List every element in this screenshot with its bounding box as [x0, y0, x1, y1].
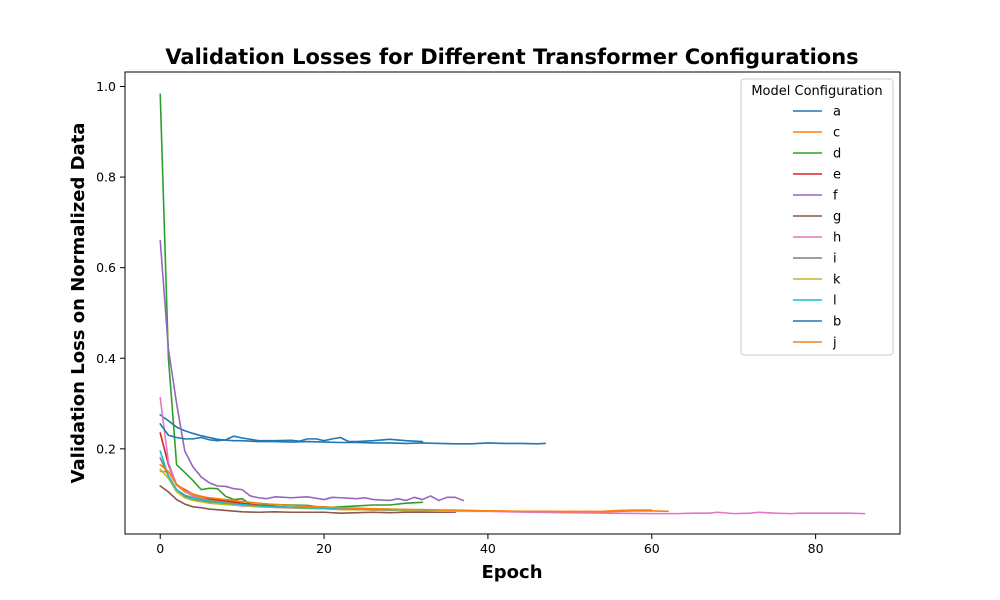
legend-title: Model Configuration [751, 84, 882, 99]
legend-label-l: l [833, 294, 837, 309]
chart-title: Validation Losses for Different Transfor… [165, 45, 858, 69]
y-tick-label: 0.6 [96, 260, 116, 275]
legend-label-h: h [833, 231, 841, 246]
y-tick-label: 0.8 [96, 170, 116, 185]
series-line-a [159, 414, 547, 445]
x-tick-label: 20 [316, 541, 332, 556]
legend-box [740, 78, 894, 356]
x-axis: 0 20 40 60 80 [156, 534, 824, 556]
x-axis-label: Epoch [481, 562, 542, 583]
legend-label-g: g [833, 210, 841, 225]
series-layer [159, 93, 866, 515]
x-tick-label: 0 [156, 541, 164, 556]
y-axis-label: Validation Loss on Normalized Data [68, 123, 89, 484]
x-tick-label: 80 [808, 541, 824, 556]
x-tick-label: 40 [480, 541, 496, 556]
legend-label-f: f [833, 189, 838, 204]
x-tick-label: 60 [644, 541, 660, 556]
y-tick-label: 0.2 [96, 441, 116, 456]
legend-label-k: k [833, 273, 841, 288]
series-line-j [159, 463, 669, 513]
series-line-g [159, 485, 456, 514]
legend-label-c: c [833, 126, 840, 141]
legend-label-e: e [833, 168, 841, 183]
y-tick-label: 1.0 [96, 79, 116, 94]
y-axis: 0.2 0.4 0.6 0.8 1.0 [96, 79, 125, 456]
series-line-f [159, 239, 465, 502]
series-line-b [159, 423, 424, 443]
legend-label-d: d [833, 147, 841, 162]
y-tick-label: 0.4 [96, 351, 116, 366]
legend-label-b: b [833, 315, 841, 330]
legend-label-i: i [833, 252, 837, 267]
legend-label-a: a [833, 105, 841, 120]
plot-frame [124, 71, 901, 535]
legend-label-j: j [832, 336, 837, 351]
